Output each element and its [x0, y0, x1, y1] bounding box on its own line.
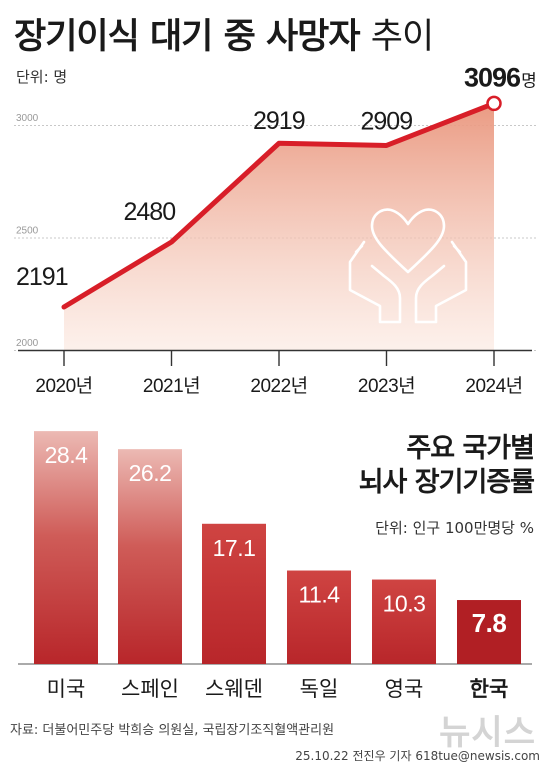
bar-category-label: 영국 [385, 678, 424, 701]
bar [202, 523, 266, 664]
bar-category-label: 독일 [300, 678, 339, 701]
newsis-watermark: 뉴시스 [439, 713, 536, 753]
bar [372, 579, 436, 664]
line-x-tick-label: 2023년 [358, 375, 415, 397]
heart-in-hands-icon [348, 208, 468, 324]
line-value-label: 3096명 [464, 62, 536, 92]
credit-note: 25.10.22 전진우 기자 618tue@newsis.com [295, 749, 540, 763]
line-point-highlight [486, 95, 502, 112]
line-x-tick-label: 2024년 [465, 375, 522, 397]
line-x-tick-label: 2022년 [250, 375, 307, 397]
bar [34, 431, 98, 664]
bar-category-label: 스웨덴 [205, 678, 263, 701]
title-main: 장기이식 대기 중 사망자 [14, 17, 361, 57]
bar-value-label: 17.1 [213, 535, 256, 561]
bar-value-label: 10.3 [383, 591, 426, 617]
title-suffix: 추이 [370, 17, 434, 57]
bar-value-label: 28.4 [45, 442, 88, 468]
line-value-label: 2480 [124, 198, 176, 226]
line-value-label: 2919 [253, 107, 305, 135]
bar-title-line-1: 주요 국가별 [406, 433, 535, 464]
bar-value-label: 11.4 [298, 582, 340, 608]
bar-value-label: 7.8 [472, 608, 507, 638]
line-y-tick-label: 2000 [16, 338, 39, 349]
line-x-tick-label: 2020년 [35, 375, 92, 397]
chart-title: 장기이식 대기 중 사망자 추이 [14, 8, 434, 59]
line-value-label: 2191 [16, 263, 68, 291]
line-y-tick-label: 3000 [16, 113, 39, 124]
bar-unit-label: 단위: 인구 100만명당 % [375, 519, 534, 537]
line-series [61, 100, 497, 310]
line-x-axis [18, 349, 532, 366]
bar [118, 449, 182, 664]
bar-chart-title: 주요 국가별 뇌사 장기기증률 [358, 432, 535, 500]
line-area-fill [64, 103, 494, 351]
bar [457, 600, 521, 664]
line-y-tick-label: 2500 [16, 226, 39, 237]
source-note: 자료: 더불어민주당 박희승 의원실, 국립장기조직혈액관리원 [10, 723, 335, 738]
bar-category-label: 스페인 [121, 678, 179, 701]
bar-value-label: 26.2 [129, 460, 172, 486]
line-x-tick-label: 2021년 [143, 375, 200, 397]
bar-category-label: 미국 [47, 678, 86, 701]
bar-title-line-2: 뇌사 장기기증률 [358, 467, 535, 498]
line-unit-label: 단위: 명 [16, 68, 68, 86]
bar-category-label: 한국 [470, 678, 509, 701]
line-value-label: 2909 [361, 107, 413, 135]
bar [287, 570, 351, 664]
